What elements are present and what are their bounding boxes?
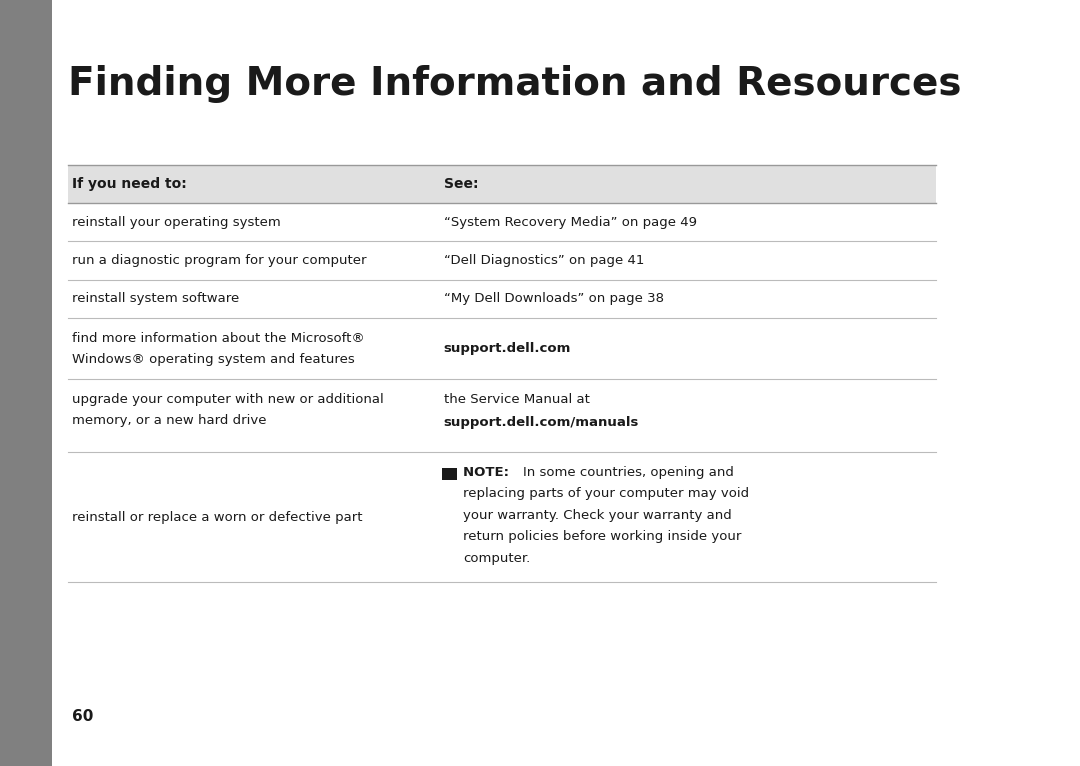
Text: “Dell Diagnostics” on page 41: “Dell Diagnostics” on page 41 <box>444 254 645 267</box>
Text: NOTE:: NOTE: <box>463 466 514 479</box>
Text: reinstall or replace a worn or defective part: reinstall or replace a worn or defective… <box>72 511 363 523</box>
Text: support.dell.com: support.dell.com <box>444 342 571 355</box>
Text: upgrade your computer with new or additional: upgrade your computer with new or additi… <box>72 393 384 406</box>
Bar <box>442 468 457 480</box>
Text: computer.: computer. <box>463 552 530 565</box>
Text: Windows® operating system and features: Windows® operating system and features <box>72 353 355 366</box>
Text: Finding More Information and Resources: Finding More Information and Resources <box>68 65 961 103</box>
Text: support.dell.com/manuals: support.dell.com/manuals <box>444 416 639 429</box>
Text: reinstall system software: reinstall system software <box>72 293 240 305</box>
Text: return policies before working inside your: return policies before working inside yo… <box>463 530 742 543</box>
Text: “My Dell Downloads” on page 38: “My Dell Downloads” on page 38 <box>444 293 664 305</box>
Text: 60: 60 <box>72 709 94 724</box>
Bar <box>68 165 936 203</box>
Text: the Service Manual at: the Service Manual at <box>444 393 590 406</box>
Text: reinstall your operating system: reinstall your operating system <box>72 216 281 228</box>
Text: run a diagnostic program for your computer: run a diagnostic program for your comput… <box>72 254 367 267</box>
Text: your warranty. Check your warranty and: your warranty. Check your warranty and <box>463 509 732 522</box>
Text: In some countries, opening and: In some countries, opening and <box>523 466 733 479</box>
Text: See:: See: <box>444 177 478 191</box>
Text: memory, or a new hard drive: memory, or a new hard drive <box>72 414 267 427</box>
Text: “System Recovery Media” on page 49: “System Recovery Media” on page 49 <box>444 216 697 228</box>
Text: find more information about the Microsoft®: find more information about the Microsof… <box>72 332 365 345</box>
Text: replacing parts of your computer may void: replacing parts of your computer may voi… <box>463 487 750 500</box>
Text: If you need to:: If you need to: <box>72 177 187 191</box>
